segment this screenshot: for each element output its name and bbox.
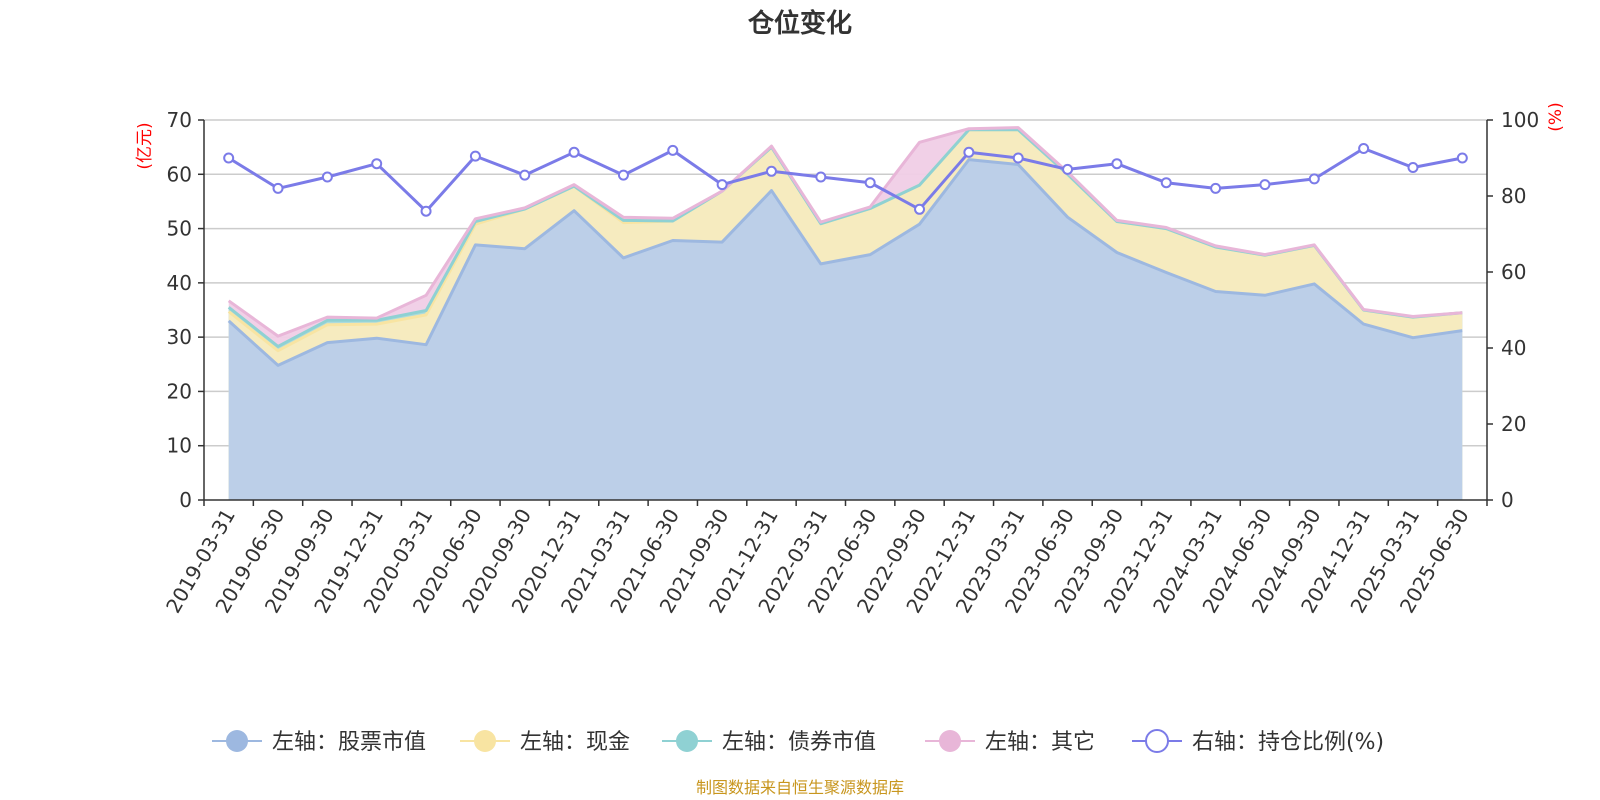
ratio-point[interactable] [667,144,679,156]
legend[interactable]: 左轴：股票市值 左轴：现金 左轴：债券市值 左轴：其它 右轴：持仓比例(%) [212,729,1384,755]
ratio-point[interactable] [815,171,827,183]
chart-title: 仓位变化 [747,8,852,39]
area-top-line [227,126,1463,338]
ratio-point[interactable] [1062,163,1074,175]
ratio-point[interactable] [1308,173,1320,185]
ratio-point[interactable] [1407,162,1419,173]
left-axis-tick-label: 60 [167,162,192,186]
ratio-point[interactable] [1259,179,1271,191]
right-axis-tick-label: 60 [1501,260,1526,284]
legend-label: 左轴：债券市值 [722,730,876,755]
ratio-point[interactable] [371,158,383,170]
data-source-note: 制图数据来自恒生聚源数据库 [696,778,904,797]
ratio-point[interactable] [765,165,777,177]
left-axis-tick-label: 30 [167,325,192,349]
ratio-point[interactable] [272,182,284,194]
left-axis-tick-label: 70 [167,108,192,132]
left-axis-tick-label: 0 [179,488,192,512]
ratio-point[interactable] [617,169,629,181]
left-axis-tick-label: 50 [167,217,192,241]
legend-item[interactable]: 左轴：其它 [925,730,1095,755]
ratio-point[interactable] [1358,143,1370,154]
ratio-point[interactable] [568,146,580,158]
legend-label: 左轴：现金 [520,730,630,755]
holding-ratio-series [223,143,1468,217]
legend-item[interactable]: 左轴：股票市值 [212,730,426,755]
legend-marker [1145,729,1169,753]
left-axis-tick-label: 20 [167,379,192,403]
right-axis-tick-label: 20 [1501,412,1526,436]
legend-marker [474,730,496,752]
right-axis-tick-label: 80 [1501,184,1526,208]
left-axis-tick-label: 10 [167,434,192,458]
legend-item[interactable]: 左轴：债券市值 [662,730,876,755]
legend-marker [676,730,698,752]
ratio-point[interactable] [1210,182,1222,194]
ratio-point[interactable] [1160,177,1172,189]
ratio-line [227,147,1463,213]
ratio-point[interactable] [1111,158,1123,170]
ratio-point[interactable] [1012,152,1024,164]
legend-marker [939,730,961,752]
left-axis-unit: (亿元) [135,122,155,169]
ratio-point[interactable] [321,171,333,183]
legend-label: 左轴：其它 [985,730,1095,755]
stacked-areas [227,126,1463,501]
ratio-point[interactable] [420,205,432,217]
right-axis-tick-label: 0 [1501,488,1514,512]
right-axis-unit: (%) [1546,102,1566,131]
legend-label: 左轴：股票市值 [272,730,426,755]
ratio-point[interactable] [469,150,481,162]
ratio-point[interactable] [519,169,531,181]
left-axis-tick-label: 40 [167,271,192,295]
right-axis-tick-label: 100 [1501,108,1539,132]
ratio-point[interactable] [914,203,926,215]
legend-item[interactable]: 右轴：持仓比例(%) [1132,729,1384,755]
legend-label: 右轴：持仓比例(%) [1192,730,1384,755]
ratio-point[interactable] [223,152,235,164]
area-top-line [227,158,1463,367]
legend-marker [226,730,248,752]
ratio-point[interactable] [716,179,728,191]
legend-item[interactable]: 左轴：现金 [460,730,630,755]
area-fill [228,159,1463,500]
ratio-point[interactable] [864,177,876,189]
ratio-point[interactable] [1456,152,1468,164]
ratio-point[interactable] [963,146,975,158]
right-axis-tick-label: 40 [1501,336,1526,360]
